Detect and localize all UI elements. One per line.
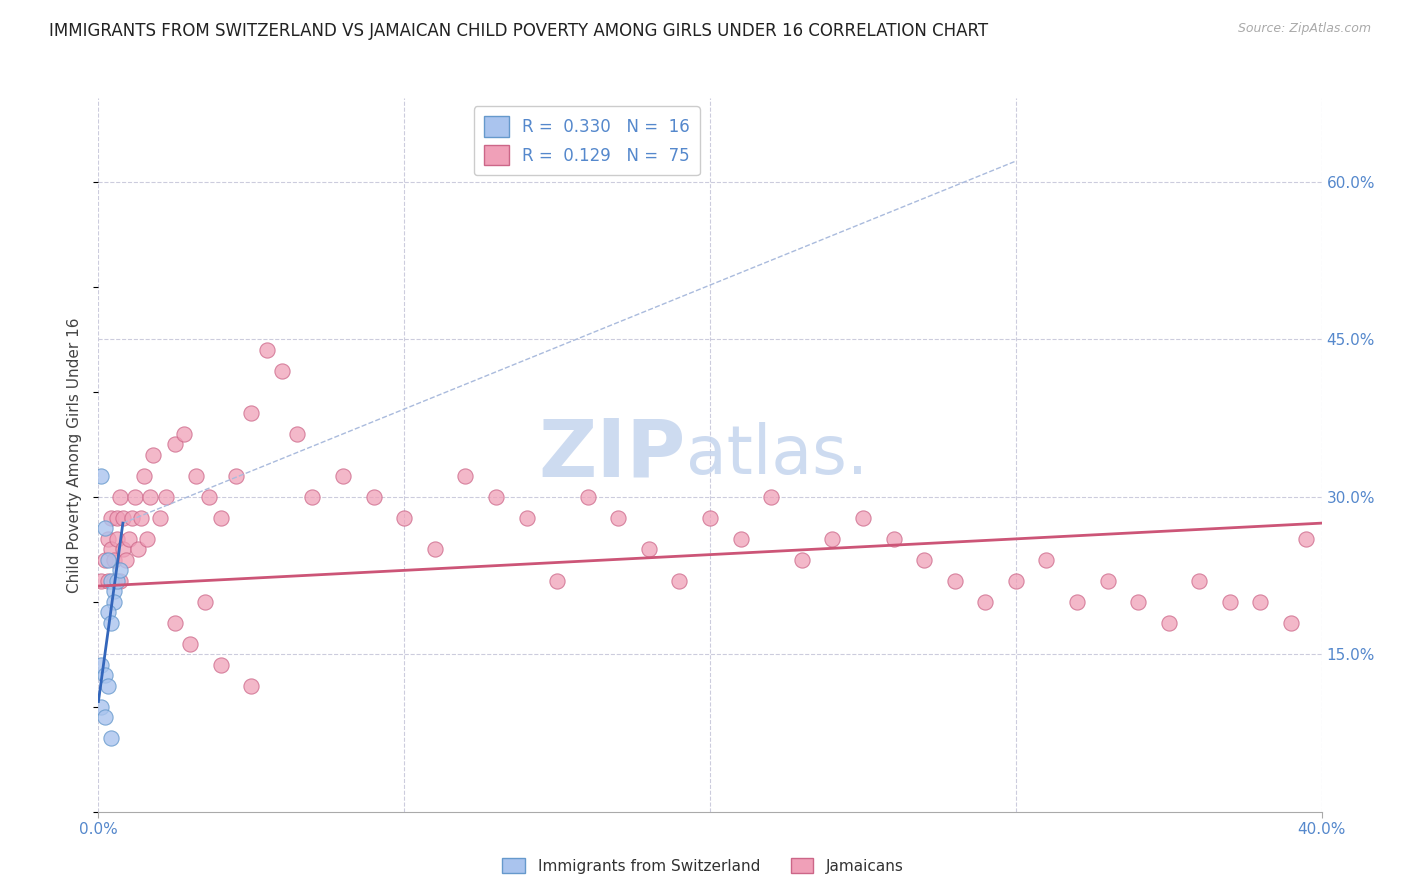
- Point: [90, 657, 112, 672]
- Y-axis label: Child Poverty Among Girls Under 16: Child Poverty Among Girls Under 16: [67, 318, 83, 592]
- Point: [240, 406, 263, 420]
- Point: [270, 364, 292, 378]
- Point: [790, 553, 813, 567]
- Point: [103, 595, 125, 609]
- Point: [730, 532, 752, 546]
- Point: [97, 605, 120, 619]
- Point: [100, 511, 122, 525]
- Point: [1128, 595, 1150, 609]
- Point: [821, 532, 844, 546]
- Point: [209, 511, 232, 525]
- Point: [454, 469, 477, 483]
- Point: [115, 553, 138, 567]
- Point: [256, 343, 278, 357]
- Point: [285, 426, 308, 441]
- Point: [103, 584, 125, 599]
- Point: [103, 553, 125, 567]
- Point: [124, 490, 146, 504]
- Point: [163, 437, 186, 451]
- Point: [108, 490, 131, 504]
- Point: [240, 679, 263, 693]
- Point: [173, 426, 195, 441]
- Point: [1004, 574, 1026, 588]
- Point: [301, 490, 323, 504]
- Point: [97, 574, 120, 588]
- Point: [136, 532, 159, 546]
- Point: [111, 511, 134, 525]
- Text: ZIP: ZIP: [538, 416, 686, 494]
- Point: [759, 490, 782, 504]
- Point: [699, 511, 721, 525]
- Point: [1097, 574, 1119, 588]
- Point: [1157, 615, 1180, 630]
- Point: [392, 511, 416, 525]
- Point: [197, 490, 219, 504]
- Point: [100, 542, 122, 557]
- Point: [105, 574, 128, 588]
- Point: [607, 511, 630, 525]
- Point: [974, 595, 997, 609]
- Point: [100, 731, 122, 746]
- Point: [100, 574, 122, 588]
- Point: [576, 490, 599, 504]
- Point: [139, 490, 162, 504]
- Point: [93, 668, 115, 682]
- Point: [93, 553, 115, 567]
- Point: [1295, 532, 1317, 546]
- Point: [546, 574, 568, 588]
- Point: [134, 469, 156, 483]
- Point: [105, 532, 128, 546]
- Point: [883, 532, 905, 546]
- Point: [186, 469, 208, 483]
- Point: [142, 448, 165, 462]
- Point: [100, 615, 122, 630]
- Point: [668, 574, 690, 588]
- Point: [93, 710, 115, 724]
- Point: [111, 542, 134, 557]
- Point: [108, 563, 131, 577]
- Point: [1035, 553, 1057, 567]
- Point: [93, 521, 115, 535]
- Text: atlas.: atlas.: [686, 422, 868, 488]
- Point: [943, 574, 966, 588]
- Point: [1219, 595, 1241, 609]
- Point: [912, 553, 935, 567]
- Point: [225, 469, 247, 483]
- Point: [209, 657, 232, 672]
- Point: [1249, 595, 1271, 609]
- Point: [1279, 615, 1302, 630]
- Point: [97, 679, 120, 693]
- Point: [516, 511, 538, 525]
- Point: [118, 532, 141, 546]
- Point: [97, 553, 120, 567]
- Point: [179, 637, 201, 651]
- Point: [363, 490, 385, 504]
- Point: [163, 615, 186, 630]
- Point: [194, 595, 217, 609]
- Point: [108, 574, 131, 588]
- Point: [485, 490, 508, 504]
- Point: [90, 469, 112, 483]
- Text: IMMIGRANTS FROM SWITZERLAND VS JAMAICAN CHILD POVERTY AMONG GIRLS UNDER 16 CORRE: IMMIGRANTS FROM SWITZERLAND VS JAMAICAN …: [49, 22, 988, 40]
- Point: [103, 574, 125, 588]
- Point: [1066, 595, 1088, 609]
- Point: [423, 542, 446, 557]
- Point: [90, 574, 112, 588]
- Legend: Immigrants from Switzerland, Jamaicans: Immigrants from Switzerland, Jamaicans: [496, 852, 910, 880]
- Legend: R =  0.330   N =  16, R =  0.129   N =  75: R = 0.330 N = 16, R = 0.129 N = 75: [474, 106, 700, 176]
- Point: [332, 469, 354, 483]
- Point: [149, 511, 172, 525]
- Point: [1188, 574, 1211, 588]
- Point: [121, 511, 143, 525]
- Point: [97, 532, 120, 546]
- Point: [127, 542, 149, 557]
- Text: Source: ZipAtlas.com: Source: ZipAtlas.com: [1237, 22, 1371, 36]
- Point: [105, 511, 128, 525]
- Point: [90, 699, 112, 714]
- Point: [637, 542, 661, 557]
- Point: [852, 511, 875, 525]
- Point: [155, 490, 177, 504]
- Point: [129, 511, 152, 525]
